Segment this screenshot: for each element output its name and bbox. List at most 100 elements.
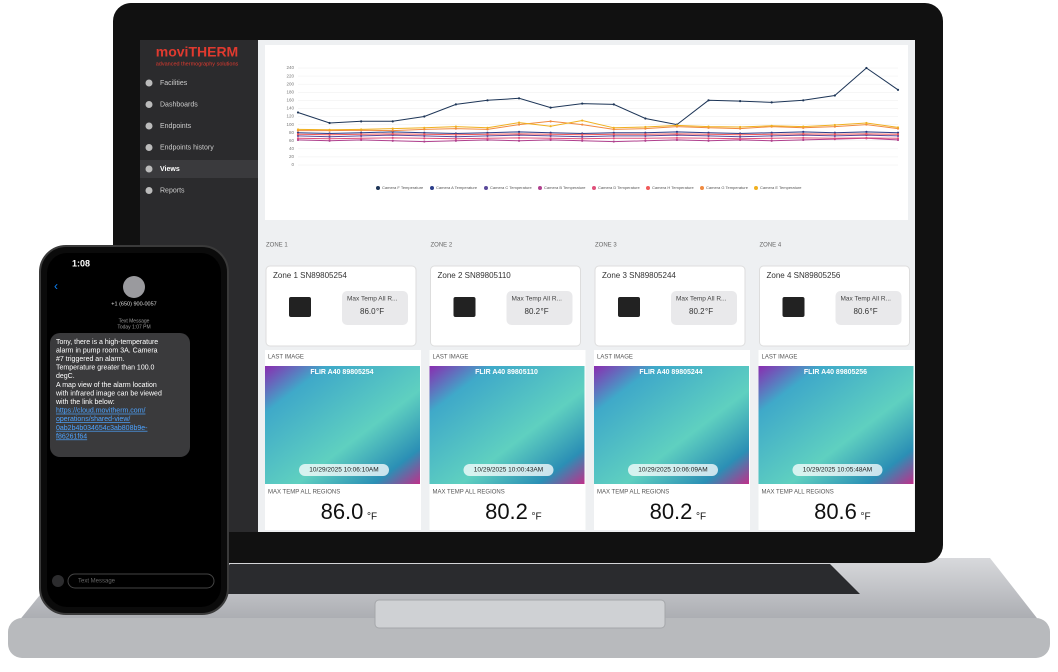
point <box>865 136 868 140</box>
camera-icon <box>453 297 476 317</box>
point <box>833 134 836 137</box>
y-tick-label: 240 <box>286 65 294 70</box>
series-line <box>297 137 899 143</box>
timestamp-bg <box>792 464 883 476</box>
max-all-value: 80.6 <box>814 499 857 524</box>
legend-label[interactable]: Camera E Temperature <box>760 185 802 190</box>
legend-label[interactable]: Camera H Temperature <box>652 185 694 190</box>
point <box>549 125 552 128</box>
message-line: with the link below: <box>55 399 115 406</box>
menu-item[interactable]: Facilities <box>160 80 188 87</box>
max-all-unit: °F <box>861 512 871 523</box>
max-value: 86.0 <box>360 307 376 316</box>
back[interactable]: ‹ <box>54 279 58 293</box>
point <box>644 137 647 140</box>
menu-item[interactable]: Views <box>160 166 180 173</box>
camera-name: FLIR A40 89805256 <box>804 369 867 376</box>
point <box>549 137 552 140</box>
menu-item[interactable]: Endpoints history <box>160 144 214 151</box>
point <box>739 133 742 136</box>
point <box>423 134 426 137</box>
point <box>517 121 521 124</box>
series-line <box>297 131 899 135</box>
y-tick-label: 180 <box>286 89 294 94</box>
max-all-unit: °F <box>532 512 542 523</box>
point <box>549 133 552 136</box>
add-button[interactable] <box>52 575 64 587</box>
point <box>423 131 426 134</box>
max-all-value: 86.0 <box>321 499 364 524</box>
point <box>454 137 457 140</box>
point <box>612 140 615 143</box>
point <box>644 134 647 137</box>
point <box>833 94 836 97</box>
message-link[interactable]: f86261f64 <box>56 433 87 440</box>
max-box <box>671 291 737 325</box>
message-link[interactable]: operations/shared-view/ <box>56 416 130 423</box>
max-unit: °F <box>870 307 878 316</box>
message-link[interactable]: https://cloud.movitherm.com/ <box>56 408 146 415</box>
max-all-label: MAX TEMP ALL REGIONS <box>597 490 669 496</box>
point <box>612 103 615 106</box>
logo: moviTHERM <box>156 44 238 60</box>
max-label: Max Temp All R... <box>347 296 398 303</box>
point <box>454 127 457 130</box>
menu-active <box>140 160 258 178</box>
keyboard <box>200 564 860 594</box>
zone-card <box>594 265 746 347</box>
point <box>296 134 300 137</box>
tagline: advanced thermography solutions <box>156 61 239 67</box>
zone-card <box>265 265 417 347</box>
message-link[interactable]: 0ab2b4b034654c3ab808b9e- <box>56 425 148 432</box>
point <box>549 120 552 123</box>
point <box>739 127 742 130</box>
point <box>896 134 900 137</box>
menu-item[interactable]: Dashboards <box>160 101 198 108</box>
point <box>896 126 900 129</box>
point <box>675 138 679 142</box>
point <box>391 120 394 123</box>
zones: ZONE 1 Zone 1 SN89805254 Max Temp All R...… <box>265 243 915 530</box>
input-placeholder: Text Message <box>78 579 116 585</box>
max-unit: °F <box>376 307 384 316</box>
menu-icon <box>145 165 153 173</box>
message-input[interactable] <box>67 573 215 589</box>
max-all-value: 80.2 <box>485 499 528 524</box>
point <box>644 117 647 120</box>
point <box>644 133 647 136</box>
point <box>486 126 489 129</box>
menu-item[interactable]: Endpoints <box>160 123 192 130</box>
legend-swatch <box>376 186 380 190</box>
point <box>517 136 521 140</box>
point <box>612 128 615 131</box>
y-tick-label: 160 <box>286 98 294 103</box>
point <box>296 133 300 136</box>
phone-time: 1:08 <box>72 258 90 268</box>
legend-label[interactable]: Camera B Temperature <box>544 185 586 190</box>
menu-item[interactable]: Reports <box>160 187 185 194</box>
point <box>517 123 521 126</box>
legend-label[interactable]: Camera A Temperature <box>436 185 478 190</box>
legend-label[interactable]: Camera D Temperature <box>598 185 640 190</box>
series-line <box>298 120 899 132</box>
timestamp: 10/29/2025 10:05:48AM <box>803 467 872 474</box>
point <box>391 139 394 142</box>
service: Text Message <box>119 318 150 324</box>
message-bubble <box>50 333 190 457</box>
point <box>296 138 300 142</box>
legend-label[interactable]: Camera F Temperature <box>382 185 424 190</box>
point <box>486 128 489 131</box>
point <box>517 97 521 100</box>
point <box>739 137 742 140</box>
legend-label[interactable]: Camera C Temperature <box>490 185 532 190</box>
point <box>454 133 457 136</box>
legend-label[interactable]: Camera G Temperature <box>706 185 749 190</box>
y-tick-label: 20 <box>289 154 295 159</box>
point <box>707 133 710 136</box>
point <box>549 131 552 134</box>
y-tick-label: 100 <box>286 122 294 127</box>
point <box>454 125 457 128</box>
point <box>454 135 457 138</box>
legend-swatch <box>754 186 758 190</box>
point <box>612 131 615 134</box>
